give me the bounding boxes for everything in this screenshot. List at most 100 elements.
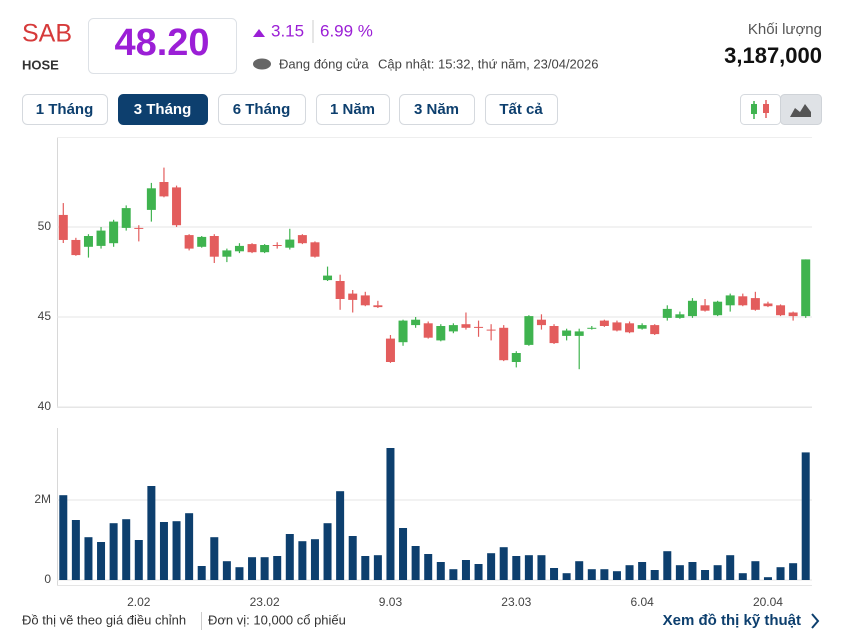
volume-bar	[688, 562, 697, 580]
candle-body	[725, 295, 735, 306]
y-tick-label: 45	[38, 309, 52, 323]
volume-bar	[449, 569, 458, 580]
volume-bar	[650, 570, 659, 580]
range-label[interactable]: 1 Tháng	[36, 101, 94, 118]
volume-bar	[185, 513, 194, 580]
x-tick-label: 23.03	[501, 595, 531, 609]
candle-body	[461, 324, 471, 328]
range-label[interactable]: 6 Tháng	[233, 101, 291, 118]
y-tick-label: 40	[38, 399, 52, 413]
volume-bar	[713, 565, 722, 580]
range-label[interactable]: Tất cả	[499, 101, 543, 118]
candle-body	[134, 227, 144, 229]
volume-bar	[273, 556, 282, 580]
volume-label: Khối lượng	[748, 21, 822, 38]
volume-bar	[474, 564, 483, 580]
volume-bar	[210, 537, 219, 580]
volume-bar	[436, 562, 445, 580]
footer-note: Đồ thị vẽ theo giá điều chỉnh	[22, 612, 186, 627]
symbol: SAB	[22, 20, 72, 48]
candle-body	[398, 320, 408, 343]
range-button[interactable]	[118, 94, 208, 125]
candle-body	[209, 236, 219, 257]
volume-bar	[512, 556, 521, 580]
candle-body	[146, 188, 156, 210]
volume-bar	[537, 555, 546, 580]
volume-bar	[159, 522, 168, 580]
range-button[interactable]	[22, 94, 108, 125]
candle-body	[159, 182, 169, 197]
volume-bar	[600, 569, 609, 580]
change-pct: 6.99 %	[320, 21, 373, 40]
candle-body	[612, 322, 622, 331]
volume-bar	[789, 563, 798, 580]
status: Đang đóng cửa	[279, 56, 369, 71]
candle-body	[310, 242, 320, 257]
volume-bar	[675, 565, 684, 580]
volume-bar	[197, 566, 206, 580]
candle-body	[738, 296, 748, 306]
y-tick-label: 0	[44, 572, 51, 586]
candle-body	[197, 236, 207, 247]
x-tick-label: 9.03	[379, 595, 403, 609]
icon-body	[751, 104, 757, 114]
candle-body	[637, 325, 647, 329]
volume-bar	[71, 520, 80, 580]
candle-body	[272, 245, 282, 246]
volume-bar	[109, 523, 118, 580]
range-label[interactable]: 1 Năm	[330, 101, 375, 118]
volume-bar	[147, 486, 156, 580]
candle-body	[436, 326, 446, 341]
icon-area	[790, 104, 811, 117]
technical-link[interactable]: Xem đồ thị kỹ thuật	[663, 612, 801, 629]
volume-bar	[612, 571, 621, 580]
volume-bar	[310, 539, 319, 580]
range-button[interactable]	[218, 94, 306, 125]
candle-body	[625, 323, 635, 333]
candle-body	[511, 353, 521, 362]
candle-body	[562, 330, 572, 336]
chevron	[811, 613, 820, 629]
volume-bar	[726, 555, 735, 580]
icon-body	[763, 104, 769, 113]
volume-bar	[763, 577, 772, 580]
volume-bar	[84, 537, 93, 580]
volume-bar	[562, 573, 571, 580]
updated: Cập nhật: 15:32, thứ năm, 23/04/2026	[378, 56, 598, 71]
volume-bar	[751, 561, 760, 580]
candle-body	[474, 326, 484, 328]
candle-body	[109, 221, 119, 244]
candle-body	[801, 259, 811, 317]
volume-bar	[373, 555, 382, 580]
volume-bar	[235, 567, 244, 580]
range-label[interactable]: 3 Tháng	[134, 101, 192, 118]
candle-body	[788, 312, 798, 317]
candle-body	[750, 298, 760, 310]
range-label[interactable]: 3 Năm	[414, 101, 459, 118]
candle-body	[96, 230, 106, 246]
y-tick-label: 50	[38, 219, 52, 233]
footer-unit: Đơn vị: 10,000 cổ phiếu	[208, 612, 346, 627]
candle-body	[763, 303, 773, 307]
range-button[interactable]	[485, 94, 558, 125]
candle-body	[499, 327, 509, 361]
candle-body	[373, 305, 383, 308]
up-arrow	[253, 29, 265, 37]
candle-body	[335, 281, 345, 299]
area-icon-button[interactable]	[780, 94, 822, 125]
candle-body	[58, 214, 68, 240]
range-button[interactable]	[399, 94, 475, 125]
candle-body	[348, 293, 358, 300]
volume-bar	[323, 523, 332, 580]
volume-bar	[134, 540, 143, 580]
x-tick-label: 23.02	[250, 595, 280, 609]
volume-bar	[461, 560, 470, 580]
candle-body	[260, 245, 270, 253]
range-button[interactable]	[316, 94, 390, 125]
candle-body	[713, 301, 723, 316]
volume-bar	[487, 553, 496, 580]
candle-body	[285, 239, 295, 248]
candle-icon-button[interactable]	[740, 94, 781, 125]
volume-bar	[122, 519, 131, 580]
